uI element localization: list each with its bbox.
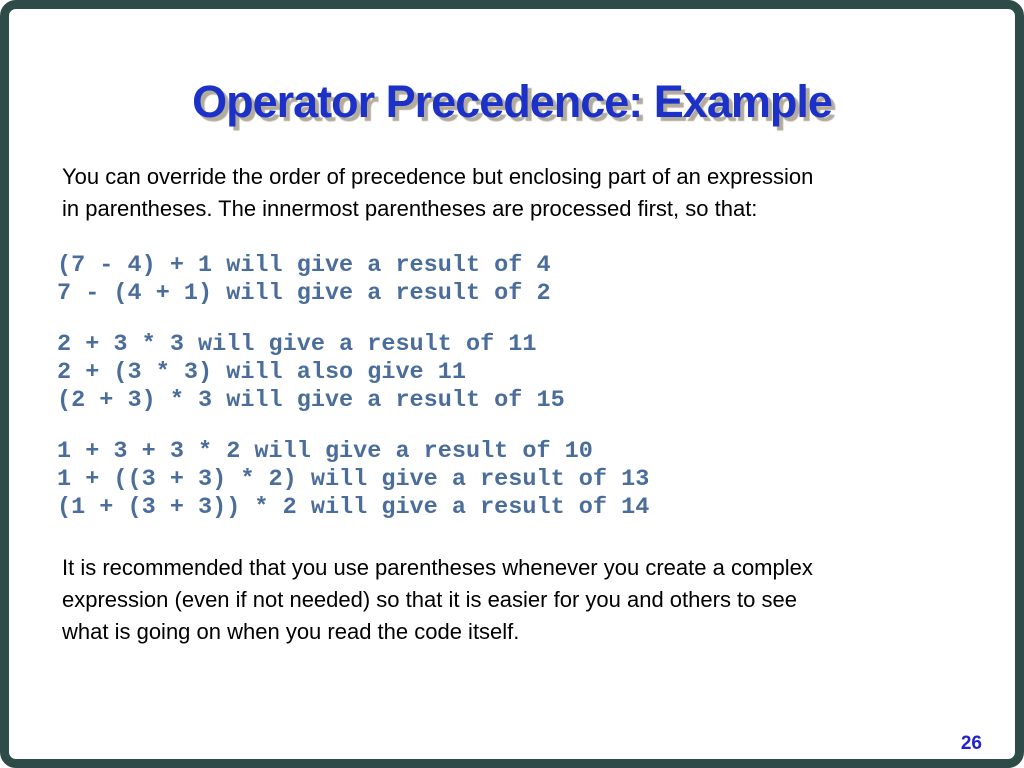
- code-block-multiplication: 2 + 3 * 3 will give a result of 11 2 + (…: [57, 331, 565, 414]
- closing-paragraph: It is recommended that you use parenthes…: [62, 555, 813, 644]
- code-block-nested-parentheses: 1 + 3 + 3 * 2 will give a result of 10 1…: [57, 438, 650, 521]
- code-example-section: (7 - 4) + 1 will give a result of 4 7 - …: [57, 252, 649, 545]
- code-block-parentheses-simple: (7 - 4) + 1 will give a result of 4 7 - …: [57, 252, 551, 307]
- slide-title: Operator Precedence: Example: [192, 76, 833, 127]
- page-number: 26: [960, 733, 982, 754]
- intro-paragraph: You can override the order of precedence…: [62, 164, 814, 221]
